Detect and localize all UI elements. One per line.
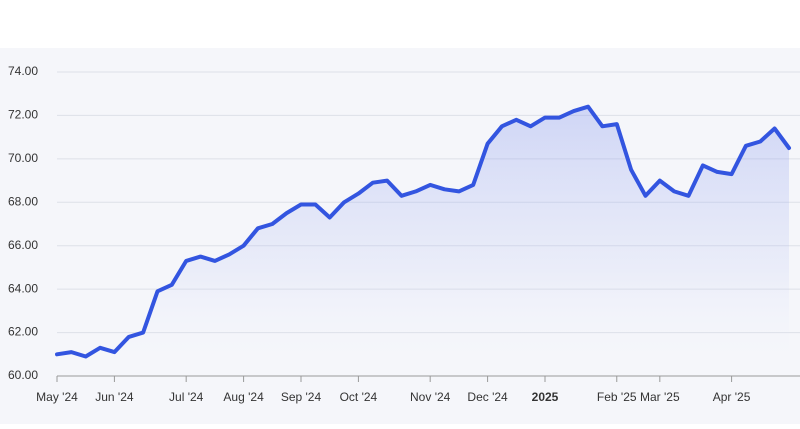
x-tick-label: Aug '24 (223, 390, 264, 404)
x-tick-label: May '24 (36, 390, 78, 404)
y-tick-label: 64.00 (8, 281, 38, 295)
y-tick-label: 62.00 (8, 325, 38, 339)
y-tick-label: 66.00 (8, 238, 38, 252)
y-tick-label: 60.00 (8, 368, 38, 382)
x-tick-label: Apr '25 (713, 390, 751, 404)
x-tick-label: Mar '25 (640, 390, 680, 404)
x-tick-label: 2025 (532, 390, 559, 404)
x-tick-label: Jun '24 (95, 390, 134, 404)
area-fill (57, 106, 789, 376)
y-tick-label: 70.00 (8, 151, 38, 165)
x-tick-label: Oct '24 (340, 390, 378, 404)
line (55, 104, 791, 359)
x-tick-label: Feb '25 (597, 390, 637, 404)
y-tick-label: 72.00 (8, 108, 38, 122)
y-tick-label: 74.00 (8, 64, 38, 78)
x-tick-label: Nov '24 (410, 390, 451, 404)
x-tick-label: Dec '24 (467, 390, 508, 404)
x-tick-label: Sep '24 (281, 390, 322, 404)
y-tick-label: 68.00 (8, 194, 38, 208)
x-tick-label: Jul '24 (169, 390, 204, 404)
header-area (0, 0, 636, 48)
